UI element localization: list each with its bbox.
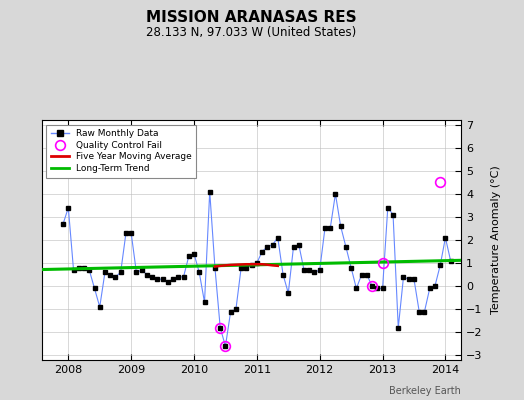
Text: 28.133 N, 97.033 W (United States): 28.133 N, 97.033 W (United States) [146, 26, 357, 39]
Y-axis label: Temperature Anomaly (°C): Temperature Anomaly (°C) [491, 166, 501, 314]
Text: Berkeley Earth: Berkeley Earth [389, 386, 461, 396]
Legend: Raw Monthly Data, Quality Control Fail, Five Year Moving Average, Long-Term Tren: Raw Monthly Data, Quality Control Fail, … [47, 124, 196, 178]
Text: MISSION ARANASAS RES: MISSION ARANASAS RES [146, 10, 357, 25]
